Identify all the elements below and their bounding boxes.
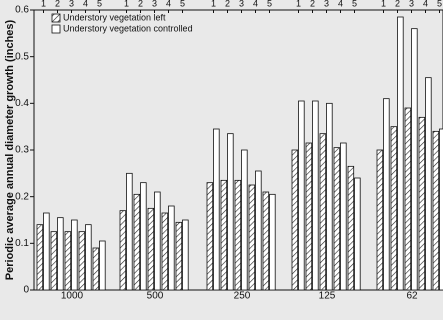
bar xyxy=(206,182,214,291)
y-tick-label: 0.5 xyxy=(15,51,29,62)
legend-swatch xyxy=(51,13,61,23)
legend-label: Understory vegetation left xyxy=(63,12,166,22)
bar xyxy=(305,142,313,291)
bar xyxy=(298,100,305,291)
subgroup-label: 4 xyxy=(423,0,428,8)
subgroup-label: 5 xyxy=(180,0,185,8)
x-tick-label: 250 xyxy=(234,291,251,302)
bar xyxy=(347,165,355,291)
bar xyxy=(147,207,155,291)
bar xyxy=(154,191,161,291)
bar xyxy=(92,247,100,291)
bar xyxy=(269,193,276,291)
bar xyxy=(119,210,127,291)
subgroup-label: 1 xyxy=(124,0,129,8)
y-tick-label: 0.1 xyxy=(15,238,29,249)
bar xyxy=(241,149,248,291)
subgroup-label: 2 xyxy=(395,0,400,8)
bar xyxy=(227,133,234,291)
subgroup-label: 4 xyxy=(166,0,171,8)
y-tick-label: 0.6 xyxy=(15,5,29,16)
bar xyxy=(43,212,50,291)
y-axis-label: Periodic average annual diameter growth … xyxy=(4,19,16,280)
legend-label: Understory vegetation controlled xyxy=(63,23,193,33)
subgroup-label: 1 xyxy=(381,0,386,8)
bar xyxy=(71,219,78,291)
bar xyxy=(213,128,220,291)
subgroup-label: 5 xyxy=(267,0,272,8)
bar xyxy=(326,102,333,291)
subgroup-label: 2 xyxy=(225,0,230,8)
bar xyxy=(140,182,147,291)
subgroup-label: 3 xyxy=(409,0,414,8)
y-tick-label: 0.4 xyxy=(15,98,29,109)
bar xyxy=(432,130,440,291)
subgroup-label: 1 xyxy=(41,0,46,8)
subgroup-label: 2 xyxy=(310,0,315,8)
x-tick-label: 125 xyxy=(319,291,336,302)
subgroup-label: 2 xyxy=(138,0,143,8)
bar xyxy=(312,100,319,291)
y-tick-label: 0.3 xyxy=(15,145,29,156)
bar xyxy=(133,193,141,291)
bar xyxy=(64,231,72,291)
subgroup-label: 2 xyxy=(55,0,60,8)
bar xyxy=(383,98,390,291)
bar xyxy=(220,179,228,291)
bar xyxy=(57,217,64,291)
bar xyxy=(99,240,106,291)
bar xyxy=(234,179,242,291)
bar xyxy=(262,191,270,291)
subgroup-label: 5 xyxy=(352,0,357,8)
subgroup-label: 1 xyxy=(211,0,216,8)
bar xyxy=(78,231,86,291)
bar xyxy=(248,184,256,291)
bar xyxy=(319,133,327,291)
subgroup-label: 5 xyxy=(97,0,102,8)
bar xyxy=(333,147,341,291)
subgroup-label: 3 xyxy=(152,0,157,8)
bar xyxy=(182,219,189,291)
bar xyxy=(291,149,299,291)
bar xyxy=(85,224,92,291)
bar xyxy=(340,142,347,291)
y-tick-label: 0 xyxy=(23,285,29,296)
subgroup-label: 3 xyxy=(69,0,74,8)
x-tick-label: 1000 xyxy=(61,291,84,302)
bar xyxy=(161,212,169,291)
bar xyxy=(255,170,262,291)
subgroup-label: 3 xyxy=(324,0,329,8)
bar xyxy=(397,16,404,291)
legend-swatch xyxy=(51,24,61,34)
bar xyxy=(390,126,398,291)
bar xyxy=(50,231,58,291)
bar xyxy=(354,177,361,291)
bar xyxy=(175,221,183,291)
bar xyxy=(168,205,175,291)
bar xyxy=(411,28,418,291)
subgroup-label: 4 xyxy=(338,0,343,8)
subgroup-label: 4 xyxy=(83,0,88,8)
bar xyxy=(404,107,412,291)
subgroup-label: 5 xyxy=(437,0,442,8)
bar xyxy=(418,116,426,291)
bar xyxy=(425,77,432,291)
subgroup-label: 3 xyxy=(239,0,244,8)
bar xyxy=(126,172,133,291)
bar xyxy=(439,128,443,291)
x-tick-label: 62 xyxy=(406,291,418,302)
y-tick-label: 0.2 xyxy=(15,191,29,202)
subgroup-label: 4 xyxy=(253,0,258,8)
x-tick-label: 500 xyxy=(147,291,164,302)
bar xyxy=(376,149,384,291)
bar xyxy=(36,224,44,291)
subgroup-label: 1 xyxy=(296,0,301,8)
